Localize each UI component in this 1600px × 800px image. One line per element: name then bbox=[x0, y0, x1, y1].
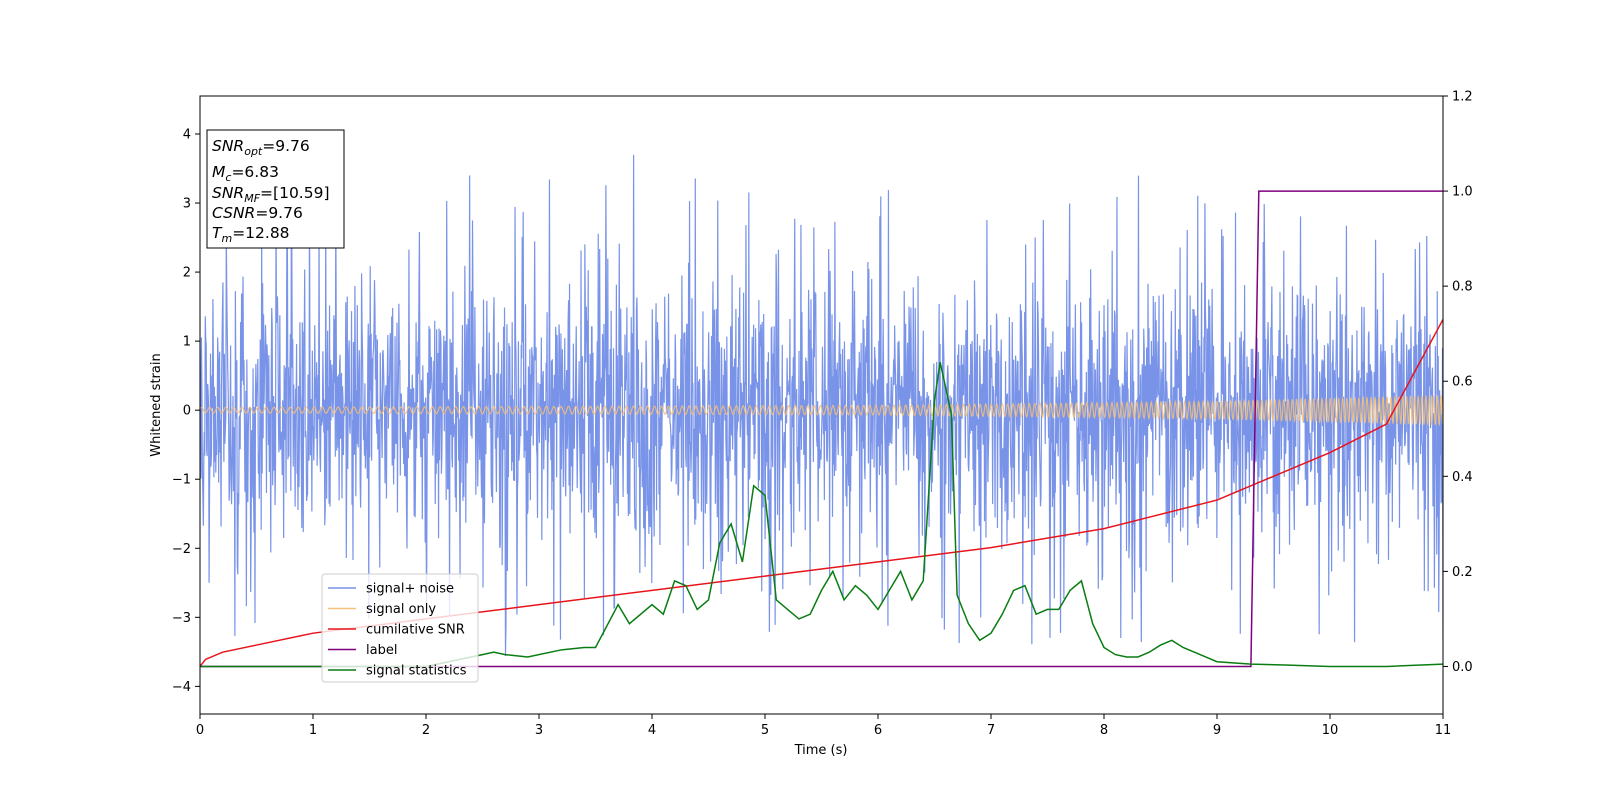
x-tick-label: 9 bbox=[1213, 723, 1221, 738]
y-tick-label: 3 bbox=[183, 197, 191, 212]
snr-mf-line: SNRMF=[10.59] bbox=[212, 184, 330, 205]
y-tick-label: −2 bbox=[172, 542, 191, 557]
plot-frame bbox=[199, 95, 1444, 715]
info-box-frame bbox=[206, 129, 345, 249]
x-tick-label: 8 bbox=[1100, 723, 1108, 738]
legend-label-1: signal only bbox=[366, 602, 436, 617]
snr-opt-line: SNRopt=9.76 bbox=[212, 137, 310, 158]
y-tick-label: −1 bbox=[172, 473, 191, 488]
mc-line: Mc=6.83 bbox=[212, 163, 279, 184]
x-tick-label: 0 bbox=[196, 723, 204, 738]
y-tick-label: −4 bbox=[172, 680, 191, 695]
x-tick-label: 7 bbox=[987, 723, 995, 738]
y2-tick-label: 0.4 bbox=[1452, 470, 1473, 485]
x-tick-label: 1 bbox=[309, 723, 317, 738]
y-tick-label: 4 bbox=[183, 127, 191, 142]
y2-tick-label: 0.0 bbox=[1452, 660, 1473, 675]
csnr-line: CSNR=9.76 bbox=[212, 204, 303, 222]
tm-line: Tm=12.88 bbox=[212, 224, 290, 245]
x-tick-label: 3 bbox=[535, 723, 543, 738]
axes: 0 1 2 3 4 5 6 7 8 9 10 11 −4 −3 −2 −1 0 1 2 3 4 0.0 0.2 0.4 0.6 0… bbox=[172, 90, 1473, 739]
legend-label-4: signal statistics bbox=[366, 664, 467, 679]
legend: signal+ noise signal only cumilative SNR la… bbox=[321, 573, 479, 683]
series-line-4 bbox=[200, 362, 1443, 668]
plot-area bbox=[200, 154, 1443, 668]
legend-label-3: label bbox=[366, 643, 397, 658]
y2-tick-label: 1.2 bbox=[1452, 90, 1473, 105]
x-axis-title: Time (s) bbox=[794, 743, 848, 758]
y-axis-title: Whitened strain bbox=[149, 353, 164, 456]
legend-label-2: cumilative SNR bbox=[366, 623, 465, 638]
y2-tick-label: 1.0 bbox=[1452, 185, 1473, 200]
series-line-3 bbox=[200, 190, 1443, 668]
legend-label-0: signal+ noise bbox=[366, 582, 454, 597]
y-tick-label: 1 bbox=[183, 335, 191, 350]
y2-tick-label: 0.6 bbox=[1452, 375, 1473, 390]
legend-frame bbox=[321, 573, 479, 683]
y2-tick-label: 0.8 bbox=[1452, 280, 1473, 295]
x-tick-label: 5 bbox=[761, 723, 769, 738]
y-tick-label: 0 bbox=[183, 404, 191, 419]
y2-tick-label: 0.2 bbox=[1452, 565, 1473, 580]
series-line-0 bbox=[200, 154, 1443, 657]
info-box: SNRopt=9.76 Mc=6.83 SNRMF=[10.59] CSNR=9… bbox=[206, 129, 345, 249]
series-line-1 bbox=[200, 395, 1443, 427]
x-tick-label: 10 bbox=[1322, 723, 1339, 738]
series-line-2 bbox=[200, 319, 1443, 667]
x-tick-label: 2 bbox=[422, 723, 430, 738]
x-tick-label: 11 bbox=[1435, 723, 1452, 738]
y-tick-label: 2 bbox=[183, 266, 191, 281]
x-tick-label: 6 bbox=[874, 723, 882, 738]
y-tick-label: −3 bbox=[172, 611, 191, 626]
x-tick-label: 4 bbox=[648, 723, 656, 738]
